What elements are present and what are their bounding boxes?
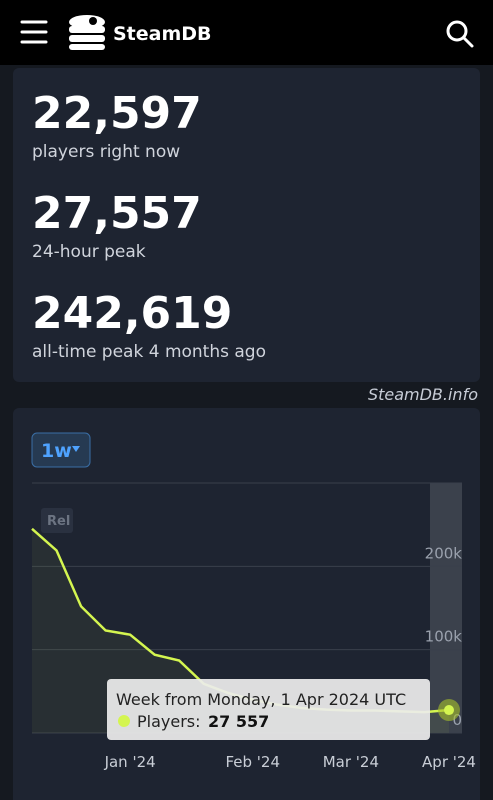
hover-point — [444, 705, 454, 716]
tooltip-swatch — [118, 715, 130, 727]
stat-label: players right now — [32, 142, 180, 162]
stats: 22,597 players right now 27,557 24-hour pea… — [32, 88, 266, 362]
tooltip-label: Players: — [137, 712, 201, 731]
menu-button[interactable] — [20, 20, 48, 44]
tooltip: Week from Monday, 1 Apr 2024 UTC Players:… — [107, 679, 430, 740]
x-tick-label: Apr '24 — [422, 753, 476, 771]
range-button[interactable] — [31, 432, 91, 468]
x-tick-label: Feb '24 — [225, 753, 280, 771]
stat-label: 24-hour peak — [32, 242, 146, 262]
badge[interactable]: Rel — [47, 514, 70, 529]
y-tick-label: 0 — [452, 711, 462, 729]
y-tick-label: 200k — [425, 544, 463, 562]
site-title[interactable]: SteamDB — [113, 23, 212, 45]
logo[interactable] — [69, 15, 105, 50]
tooltip-box — [107, 679, 430, 740]
stat-value: 22,597 — [32, 88, 202, 139]
stats-card — [13, 68, 480, 382]
tooltip-title: Week from Monday, 1 Apr 2024 UTC — [116, 690, 406, 709]
stat-value: 242,619 — [32, 288, 232, 339]
range-label[interactable]: 1w — [41, 440, 72, 462]
x-tick-label: Mar '24 — [323, 753, 379, 771]
source-link[interactable]: SteamDB.info — [368, 385, 478, 404]
dropdown-arrow — [72, 446, 80, 452]
stat-label: all-time peak 4 months ago — [32, 342, 266, 362]
search-button[interactable] — [446, 20, 474, 48]
hover-band — [430, 483, 462, 733]
y-tick-label: 100k — [425, 628, 463, 646]
badge-bg[interactable] — [41, 508, 73, 533]
stat-value: 27,557 — [32, 188, 202, 239]
x-tick-label: Jan '24 — [104, 753, 156, 771]
tooltip-value: 27 557 — [208, 712, 269, 731]
